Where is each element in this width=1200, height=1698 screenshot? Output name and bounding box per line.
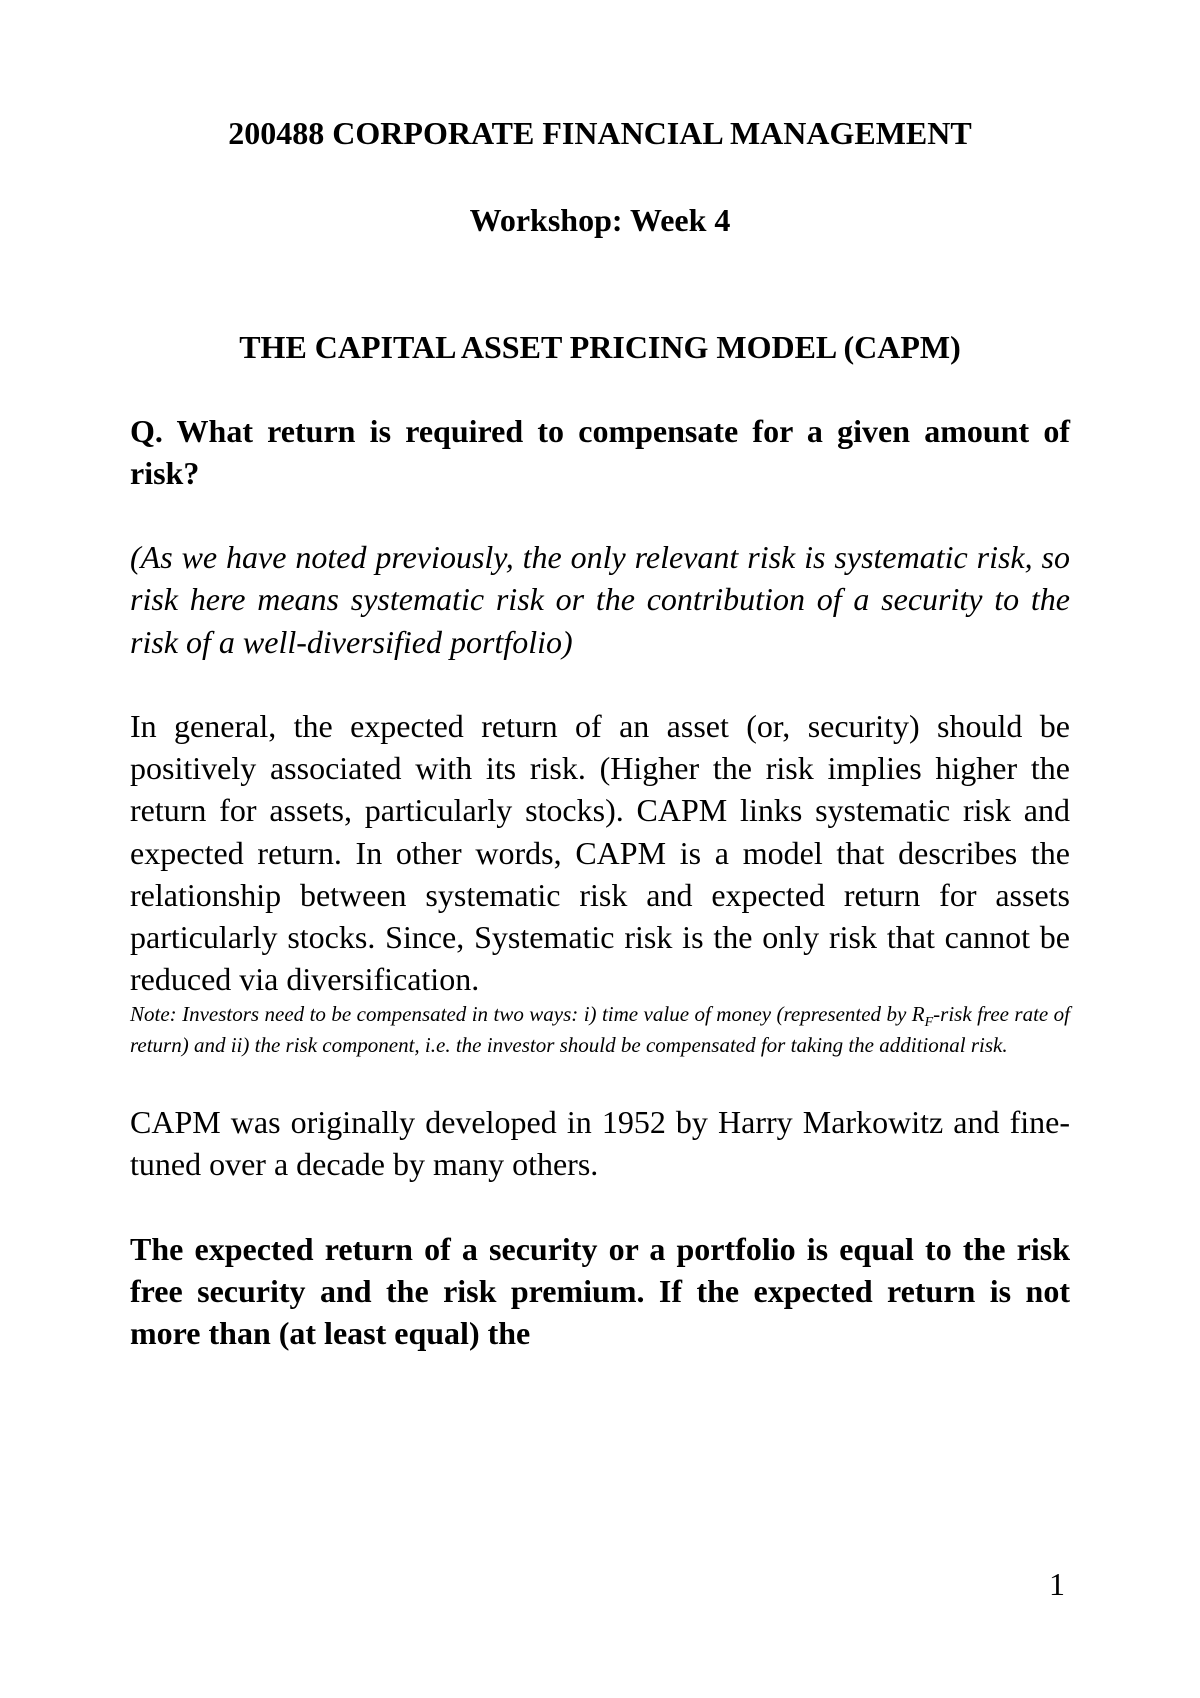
paragraph-2: CAPM was originally developed in 1952 by… (130, 1101, 1070, 1185)
note-subscript: F (925, 1015, 934, 1030)
italic-note: (As we have noted previously, the only r… (130, 536, 1070, 663)
bold-paragraph: The expected return of a security or a p… (130, 1228, 1070, 1355)
section-title: THE CAPITAL ASSET PRICING MODEL (CAPM) (130, 329, 1070, 366)
note-prefix: Note: Investors need to be compensated i… (130, 1002, 925, 1026)
page-number: 1 (1049, 1566, 1065, 1603)
course-title: 200488 CORPORATE FINANCIAL MANAGEMENT (130, 115, 1070, 152)
footnote: Note: Investors need to be compensated i… (130, 1001, 1070, 1060)
question-text: Q. What return is required to compensate… (130, 411, 1070, 494)
paragraph-1: In general, the expected return of an as… (130, 705, 1070, 1001)
workshop-title: Workshop: Week 4 (130, 202, 1070, 239)
